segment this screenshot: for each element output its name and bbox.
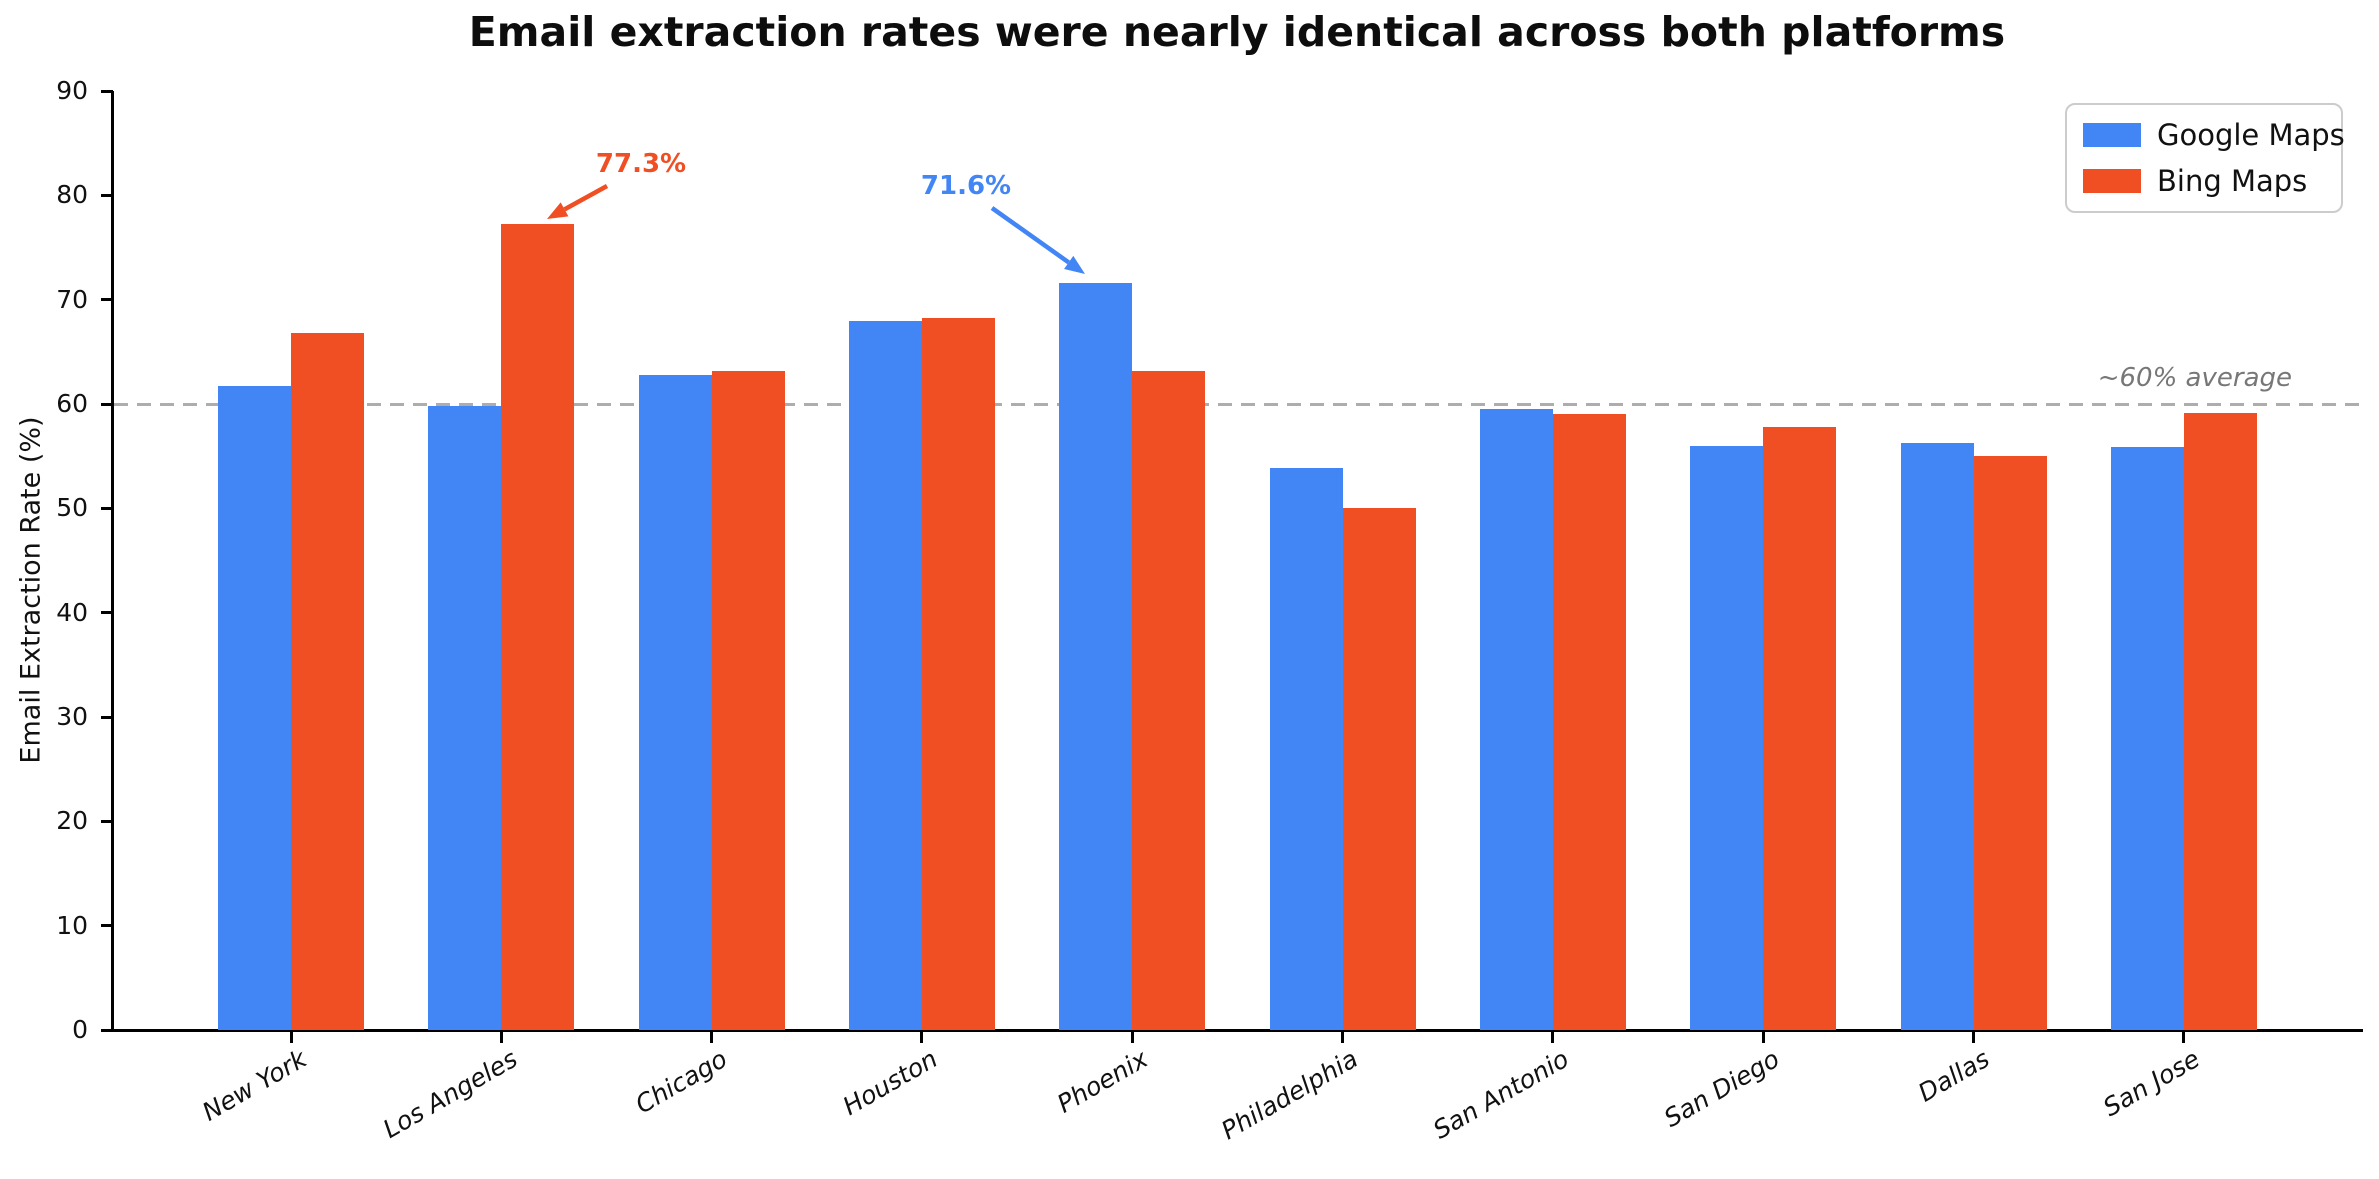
bar-bing-maps [1763, 426, 1837, 1030]
y-tick-label: 60 [56, 389, 88, 419]
y-tick-label: 30 [56, 702, 88, 731]
x-tick [920, 1032, 924, 1043]
x-tick [289, 1032, 293, 1043]
bar-google-maps [1059, 282, 1133, 1030]
bar-bing-maps [291, 333, 364, 1030]
y-tick [101, 611, 113, 615]
y-tick-label: 40 [56, 597, 88, 627]
legend-swatch-google-maps [2083, 123, 2141, 147]
x-tick [1130, 1032, 1134, 1043]
legend-label-google-maps: Google Maps [2157, 118, 2345, 152]
x-tick-label: Los Angeles [377, 1044, 522, 1144]
annotation-bing-la-value: 77.3% [595, 149, 687, 179]
x-tick [710, 1032, 714, 1043]
y-tick [101, 402, 113, 406]
x-tick [1972, 1032, 1976, 1043]
y-tick [101, 819, 113, 823]
average-reference-line [114, 402, 2365, 406]
bar-google-maps [2110, 446, 2184, 1030]
x-tick [1761, 1032, 1765, 1043]
bar-google-maps [1900, 442, 1974, 1030]
y-tick [101, 924, 113, 928]
y-tick [101, 715, 113, 719]
x-tick [499, 1032, 503, 1043]
average-line-label: ~60% average [2097, 363, 2292, 393]
x-tick-label: Dallas [1913, 1044, 1995, 1108]
bar-google-maps [428, 406, 502, 1030]
y-tick [101, 506, 113, 510]
x-tick-label: Chicago [630, 1044, 733, 1120]
annotation-arrow-line [563, 184, 609, 212]
bar-bing-maps [501, 223, 575, 1030]
y-tick-label: 50 [56, 493, 88, 523]
bar-google-maps [638, 374, 712, 1030]
y-tick-label: 20 [56, 806, 88, 836]
bar-bing-maps [1552, 414, 1626, 1030]
annotation-arrow-head [547, 202, 569, 219]
bar-bing-maps [1342, 508, 1416, 1030]
x-tick [1551, 1032, 1555, 1043]
bar-google-maps [848, 320, 922, 1030]
x-tick-label: Philadelphia [1216, 1044, 1364, 1146]
legend-label-bing-maps: Bing Maps [2157, 164, 2308, 198]
x-axis-spine [111, 1029, 2363, 1032]
x-tick [2182, 1032, 2186, 1043]
bar-bing-maps [1973, 456, 2047, 1030]
x-tick-label: Phoenix [1052, 1044, 1153, 1119]
y-tick-label: 90 [56, 76, 88, 106]
y-axis-spine [111, 91, 114, 1030]
annotation-arrow-line [990, 206, 1070, 265]
x-tick-label: San Diego [1658, 1044, 1784, 1133]
y-tick-label: 70 [56, 284, 88, 314]
bar-google-maps [1479, 409, 1553, 1030]
x-tick-label: New York [197, 1044, 312, 1127]
y-tick-label: 0 [72, 1015, 88, 1044]
annotation-arrow-head [1064, 255, 1085, 274]
y-tick [101, 298, 113, 302]
annotation-google-phoenix-value: 71.6% [920, 171, 1012, 201]
legend-item-google-maps: Google Maps [2083, 118, 2345, 152]
x-tick-label: San Antonio [1428, 1044, 1574, 1145]
y-tick [101, 89, 113, 93]
bar-bing-maps [1132, 370, 1206, 1030]
chart-title: Email extraction rates were nearly ident… [468, 8, 2006, 56]
bar-google-maps [1269, 467, 1343, 1030]
legend-item-bing-maps: Bing Maps [2083, 164, 2325, 198]
x-tick-label: San Jose [2098, 1044, 2205, 1123]
bar-bing-maps [711, 370, 785, 1030]
y-tick [101, 193, 113, 197]
y-tick-label: 10 [56, 910, 88, 940]
bar-bing-maps [921, 318, 995, 1030]
legend: Google Maps Bing Maps [2065, 103, 2345, 213]
y-tick [101, 1028, 113, 1032]
bar-google-maps [1690, 445, 1764, 1030]
x-tick-label: Houston [838, 1044, 943, 1122]
bar-bing-maps [2183, 413, 2257, 1030]
x-tick [1341, 1032, 1345, 1043]
bar-google-maps [218, 386, 291, 1030]
legend-swatch-bing-maps [2083, 169, 2141, 193]
y-tick-label: 80 [56, 180, 88, 210]
